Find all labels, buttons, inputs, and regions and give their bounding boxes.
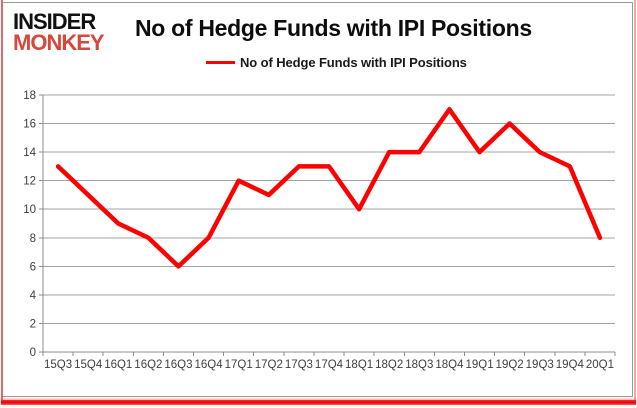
x-axis-tick-label: 15Q3: [44, 359, 72, 371]
x-axis-tick-label: 19Q1: [465, 359, 493, 371]
right-red-edge: [634, 0, 636, 404]
x-axis-tick-label: 18Q4: [435, 359, 464, 371]
y-axis-tick-label: 14: [23, 147, 36, 159]
x-axis-tick-label: 17Q1: [225, 359, 253, 371]
y-axis-tick-label: 0: [30, 347, 36, 359]
x-axis-tick-label: 16Q3: [164, 359, 192, 371]
y-axis-tick-label: 18: [23, 90, 36, 102]
y-axis-tick-label: 2: [30, 318, 36, 330]
x-axis-tick-label: 17Q2: [255, 359, 283, 371]
x-axis-tick-label: 17Q4: [315, 359, 344, 371]
left-red-edge: [1, 0, 3, 404]
chart-title: No of Hedge Funds with IPI Positions: [135, 15, 532, 41]
legend-series-label: No of Hedge Funds with IPI Positions: [240, 55, 467, 70]
y-axis-tick-label: 8: [30, 233, 36, 245]
x-axis-tick-label: 19Q2: [496, 359, 524, 371]
legend-line-swatch: [206, 61, 235, 64]
chart-legend: No of Hedge Funds with IPI Positions: [206, 55, 467, 70]
insider-monkey-logo: INSIDER MONKEY: [13, 9, 105, 55]
logo-monkey-text: MONKEY: [13, 30, 105, 55]
y-axis-tick-label: 4: [30, 290, 37, 302]
x-axis-tick-label: 16Q2: [134, 359, 162, 371]
x-axis-tick-label: 16Q1: [104, 359, 132, 371]
y-axis-tick-label: 6: [30, 261, 36, 273]
x-axis-tick-label: 16Q4: [195, 359, 224, 371]
x-axis-tick-label: 20Q1: [586, 359, 614, 371]
logo-insider-text: INSIDER: [13, 9, 96, 34]
x-axis-tick-label: 18Q1: [345, 359, 373, 371]
series-line-ipi: [55, 107, 603, 269]
x-axis-tick-label: 18Q3: [405, 359, 433, 371]
x-axis-tick-label: 15Q4: [74, 359, 103, 371]
x-axis-tick-label: 19Q4: [556, 359, 585, 371]
y-axis-tick-label: 10: [23, 204, 36, 216]
x-axis-tick-label: 17Q3: [285, 359, 313, 371]
x-axis-tick-label: 19Q3: [526, 359, 554, 371]
y-axis-tick-label: 16: [23, 119, 36, 131]
y-axis-tick-label: 12: [23, 176, 36, 188]
bottom-red-bar: [1, 400, 636, 405]
x-axis-tick-label: 18Q2: [375, 359, 403, 371]
